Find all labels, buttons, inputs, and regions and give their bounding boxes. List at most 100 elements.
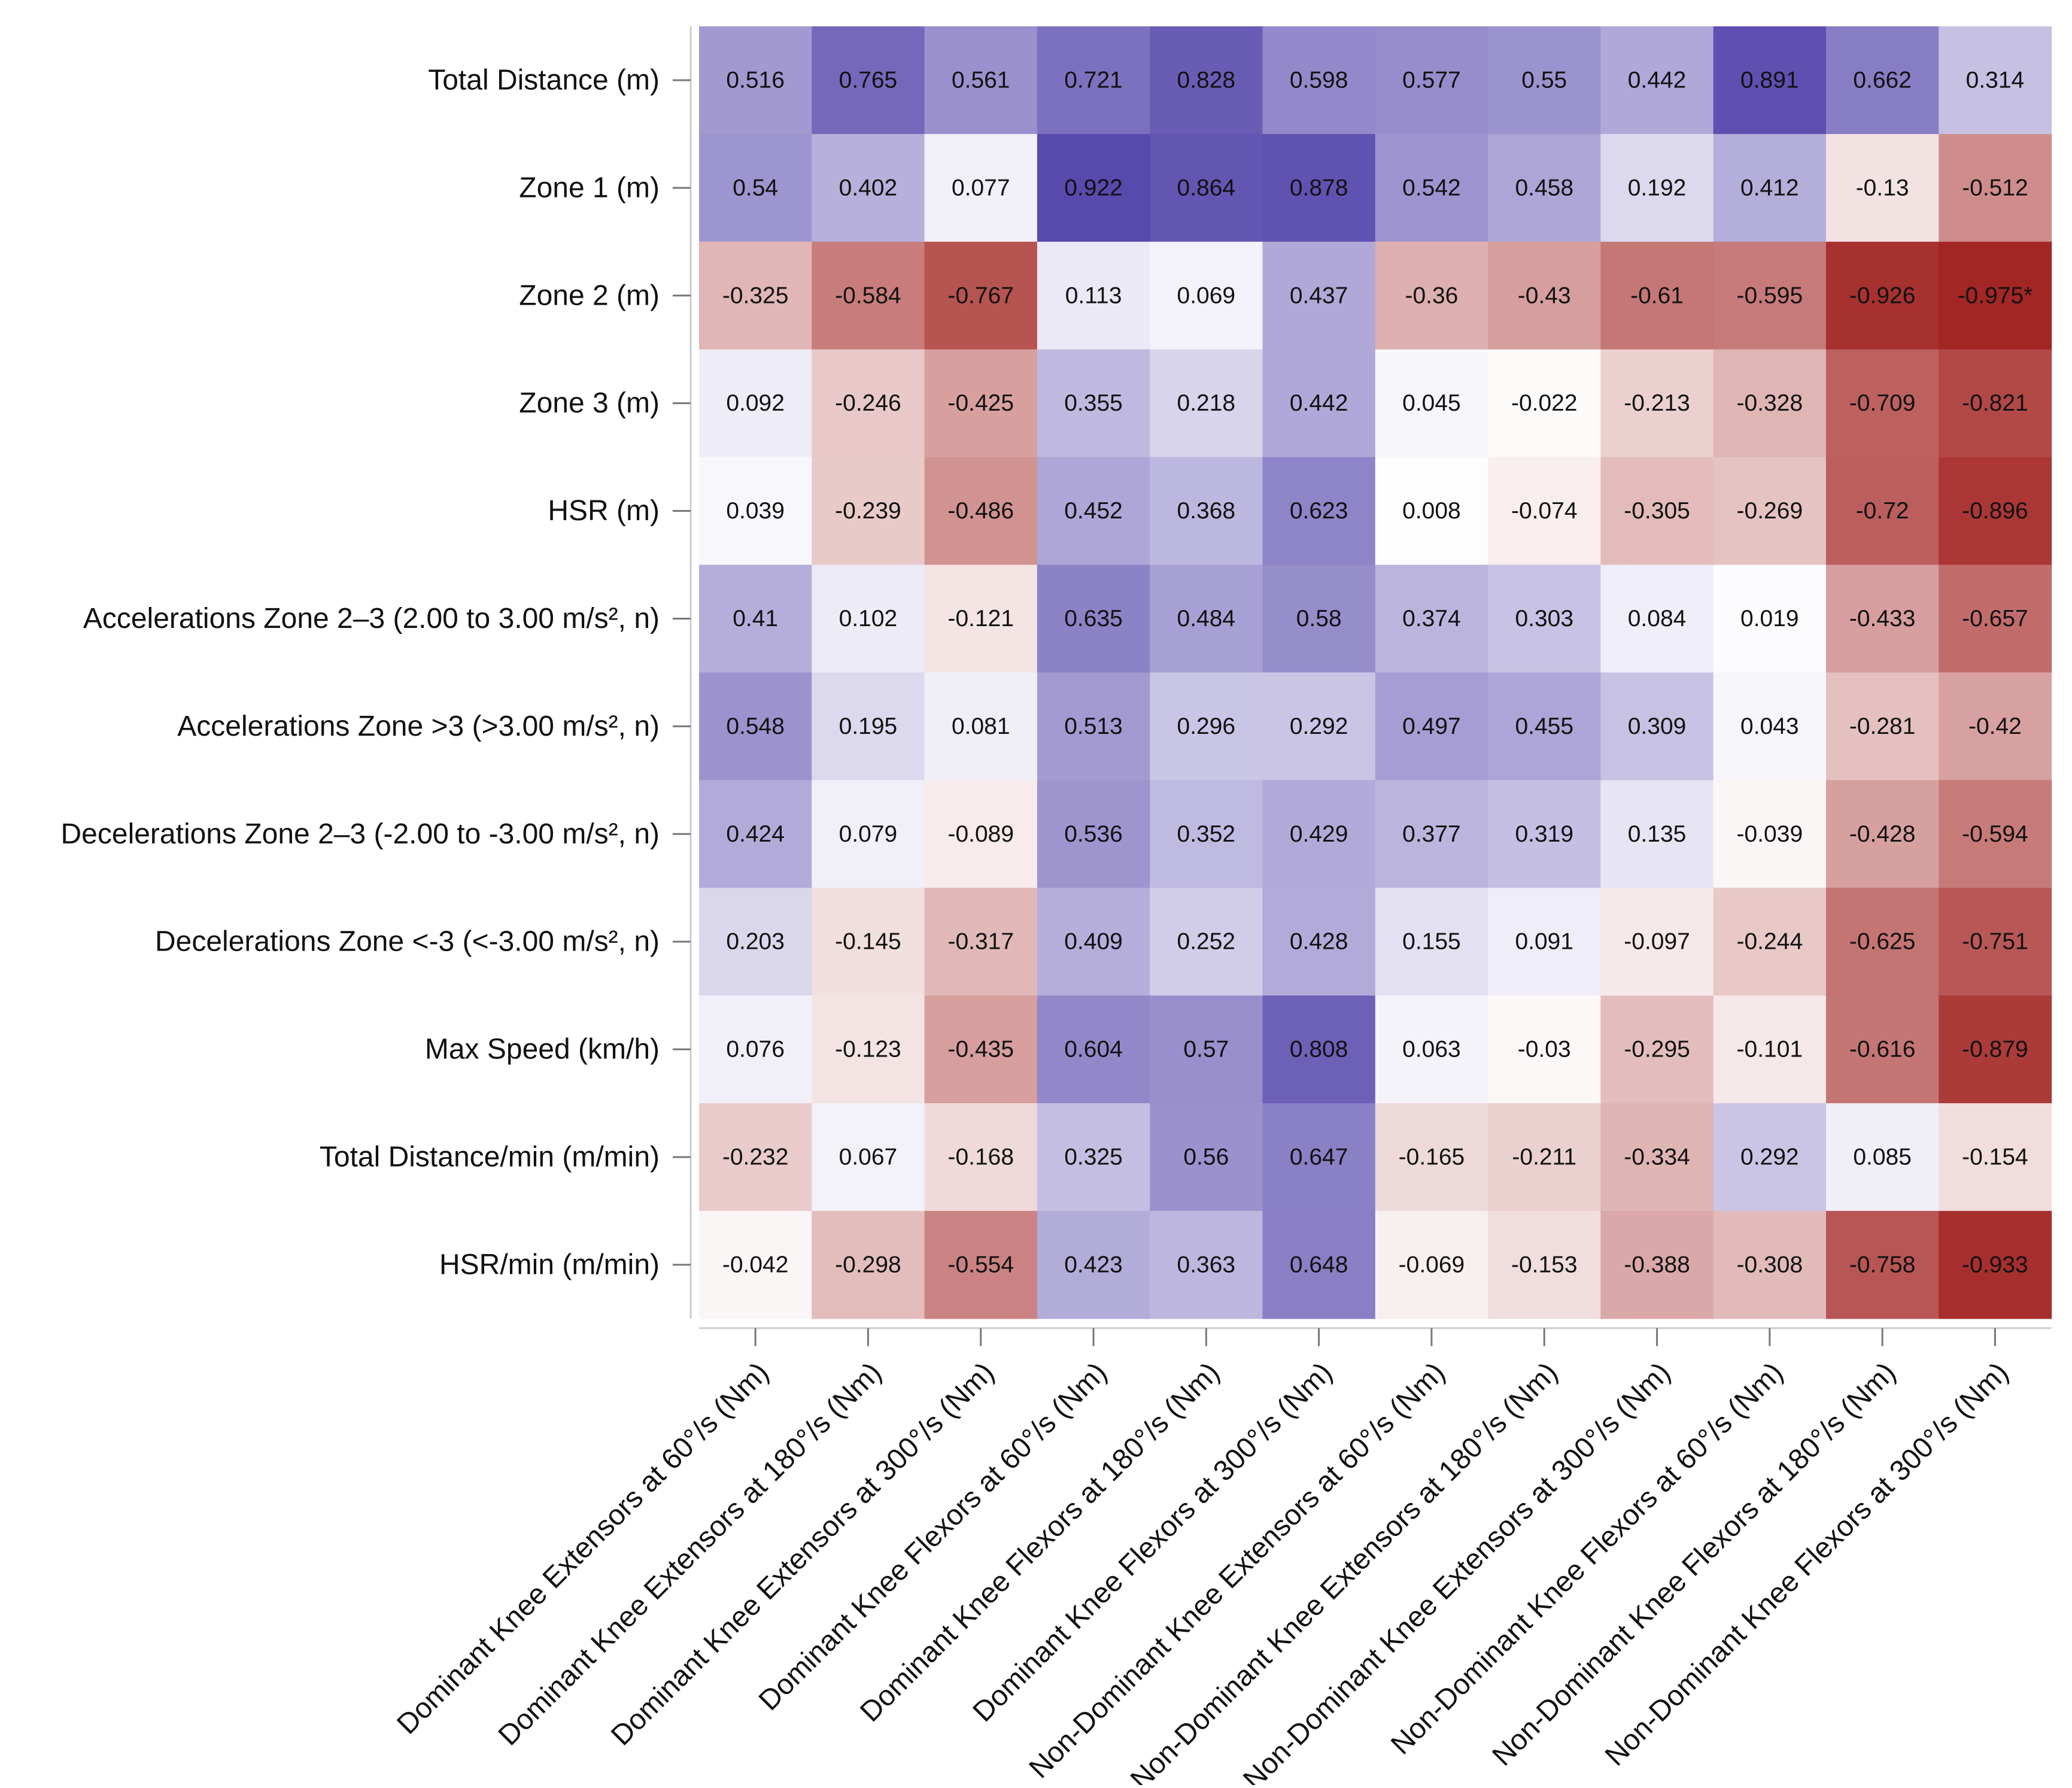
heatmap-cell [1150, 888, 1263, 996]
cell-value-label: 0.325 [1064, 1144, 1123, 1170]
cell-value-label: 0.442 [1290, 390, 1348, 416]
cell-value-label: 0.542 [1402, 175, 1461, 201]
cell-value-label: -0.975* [1958, 283, 2033, 308]
heatmap-cell [1375, 564, 1488, 673]
cell-value-label: -0.042 [722, 1252, 789, 1277]
cell-value-label: 0.548 [726, 714, 785, 739]
heatmap-cell [1939, 888, 2052, 996]
heatmap-cell [1713, 241, 1827, 350]
heatmap-cell [1037, 564, 1150, 673]
cell-value-label: 0.314 [1966, 67, 2025, 93]
cell-value-label: 0.442 [1628, 67, 1687, 93]
cell-value-label: -0.039 [1737, 821, 1803, 847]
cell-value-label: 0.721 [1064, 67, 1123, 93]
heatmap-cell [1037, 349, 1150, 458]
heatmap-cell [1375, 457, 1488, 566]
heatmap-cell [1375, 1210, 1488, 1319]
cell-value-label: -0.616 [1849, 1037, 1916, 1063]
cell-value-label: -0.657 [1962, 606, 2028, 632]
heatmap-cell [1375, 133, 1488, 242]
heatmap-cell [1488, 995, 1601, 1104]
cell-value-label: 0.091 [1515, 929, 1573, 955]
cell-value-label: 0.218 [1177, 390, 1236, 416]
cell-value-label: -0.428 [1849, 821, 1916, 847]
cell-value-label: 0.41 [733, 606, 778, 632]
cell-value-label: 0.363 [1177, 1252, 1236, 1277]
heatmap-cell [1375, 1103, 1488, 1212]
heatmap-cell [1375, 780, 1488, 888]
cell-value-label: 0.455 [1515, 714, 1573, 739]
heatmap-cell [699, 780, 812, 888]
cell-value-label: 0.429 [1290, 821, 1348, 847]
cell-value-label: 0.155 [1402, 929, 1461, 955]
heatmap-cell [924, 349, 1038, 458]
cell-value-label: 0.135 [1628, 821, 1687, 847]
row-label: Decelerations Zone 2–3 (-2.00 to -3.00 m… [61, 818, 660, 850]
cell-value-label: 0.662 [1853, 67, 1912, 93]
heatmap-cell-labels: 0.516 0.765 0.561 0.721 0.828 0.598 0.577 0.55 0… [722, 67, 2032, 1277]
cell-value-label: 0.102 [839, 606, 898, 632]
heatmap-cell [1488, 1210, 1601, 1319]
cell-value-label: 0.374 [1402, 606, 1461, 632]
heatmap-cell [1375, 995, 1488, 1104]
heatmap-cell [1262, 457, 1376, 566]
heatmap-cell [1600, 241, 1714, 350]
cell-value-label: 0.497 [1402, 714, 1461, 739]
heatmap-cell [1713, 133, 1827, 242]
cell-value-label: -0.097 [1624, 929, 1690, 955]
cell-value-label: 0.203 [726, 929, 785, 955]
heatmap-cell [1375, 26, 1488, 135]
cell-value-label: 0.516 [726, 67, 785, 93]
cell-value-label: 0.092 [726, 390, 785, 416]
cell-value-label: 0.484 [1177, 606, 1236, 632]
cell-value-label: -0.584 [835, 283, 901, 308]
cell-value-label: 0.561 [952, 67, 1010, 93]
cell-value-label: -0.486 [947, 498, 1014, 524]
cell-value-label: -0.554 [947, 1252, 1014, 1277]
cell-value-label: 0.55 [1521, 67, 1567, 93]
heatmap-cell [1488, 349, 1601, 458]
heatmap-cell [1262, 780, 1376, 888]
heatmap-cell [1939, 26, 2052, 135]
heatmap-cell [924, 241, 1038, 350]
heatmap-cell [1488, 888, 1601, 996]
heatmap-cell [1262, 564, 1376, 673]
cell-value-label: -0.334 [1624, 1144, 1690, 1170]
heatmap-cell [1600, 133, 1714, 242]
cell-value-label: 0.765 [839, 67, 898, 93]
heatmap-cell [924, 1210, 1038, 1319]
cell-value-label: 0.352 [1177, 821, 1236, 847]
heatmap-cell [1262, 1103, 1376, 1212]
heatmap-cell [1939, 241, 2052, 350]
heatmap-cell [1600, 1103, 1714, 1212]
row-label: HSR/min (m/min) [439, 1249, 660, 1280]
cell-value-label: -0.328 [1737, 390, 1803, 416]
cell-value-label: -0.165 [1399, 1144, 1465, 1170]
heatmap-cell [1150, 241, 1263, 350]
heatmap-cell [1600, 349, 1714, 458]
cell-value-label: -0.13 [1856, 175, 1909, 201]
cell-value-label: -0.625 [1849, 929, 1916, 955]
cell-value-label: 0.598 [1290, 67, 1348, 93]
row-label: Zone 1 (m) [519, 172, 660, 204]
cell-value-label: 0.452 [1064, 498, 1123, 524]
cell-value-label: 0.56 [1183, 1144, 1229, 1170]
cell-value-label: 0.402 [839, 175, 898, 201]
row-label: Total Distance (m) [428, 64, 660, 96]
cell-value-label: 0.648 [1290, 1252, 1348, 1277]
heatmap-cell [1939, 564, 2052, 673]
cell-value-label: 0.008 [1402, 498, 1461, 524]
heatmap-cell [1826, 26, 1939, 135]
row-label: Zone 2 (m) [519, 280, 660, 311]
cell-value-label: -0.121 [947, 606, 1014, 632]
cell-value-label: 0.424 [726, 821, 785, 847]
heatmap-cell [812, 995, 925, 1104]
cell-value-label: 0.635 [1064, 606, 1123, 632]
cell-value-label: -0.03 [1518, 1037, 1571, 1063]
heatmap-cell [1826, 349, 1939, 458]
cell-value-label: -0.317 [947, 929, 1014, 955]
cell-value-label: 0.57 [1183, 1037, 1229, 1063]
cell-value-label: -0.36 [1405, 283, 1458, 308]
cell-value-label: 0.623 [1290, 498, 1348, 524]
cell-value-label: -0.767 [947, 283, 1014, 308]
